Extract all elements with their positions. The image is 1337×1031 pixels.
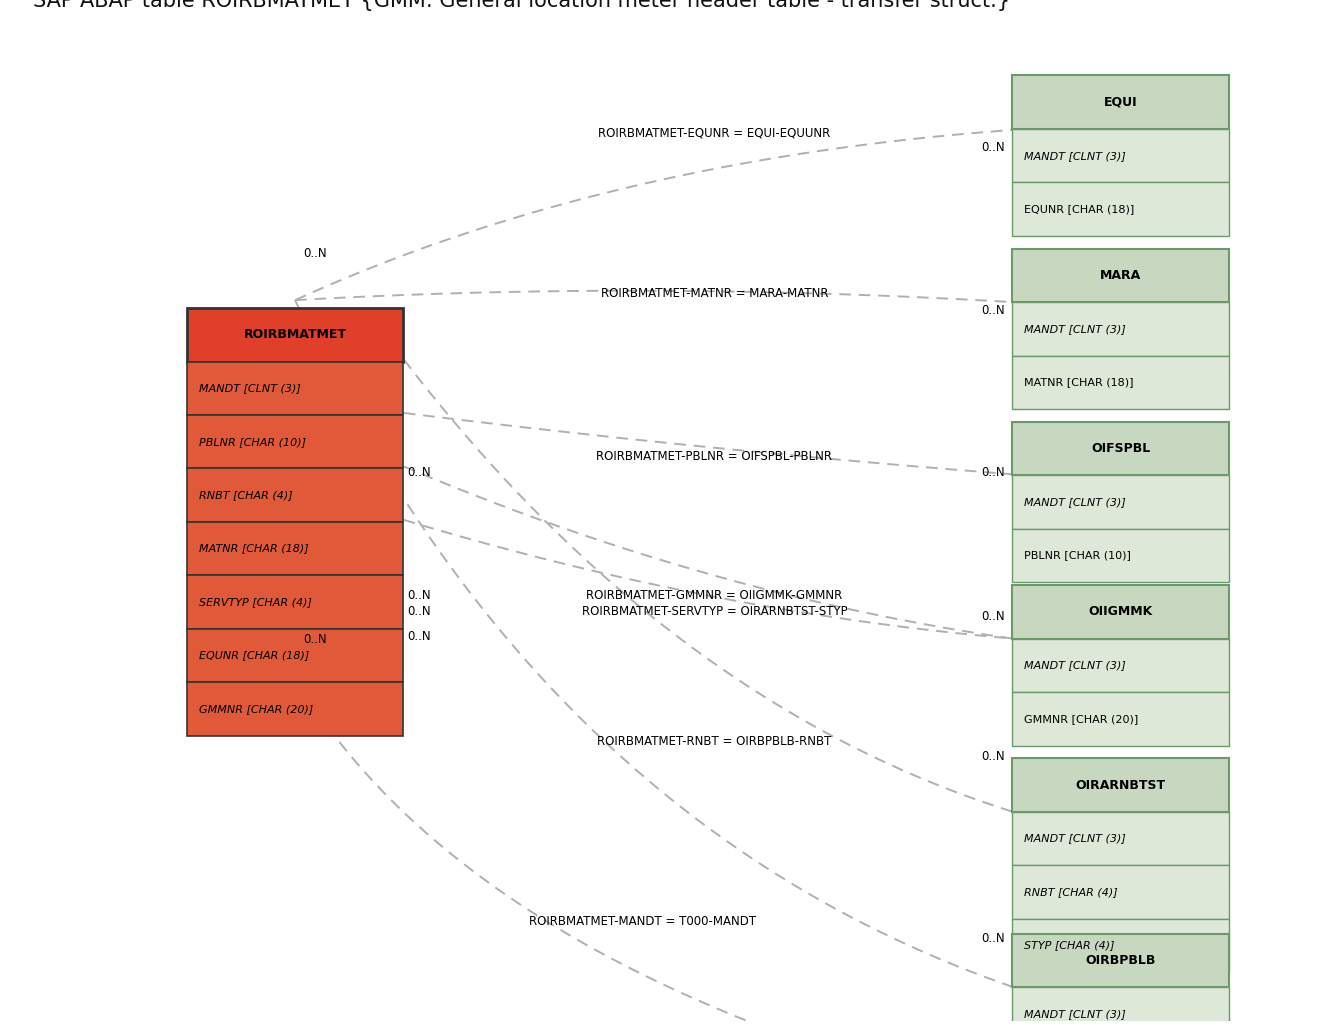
- FancyBboxPatch shape: [187, 414, 404, 468]
- Text: ROIRBMATMET-GMMNR = OIIGMMK-GMMNR: ROIRBMATMET-GMMNR = OIIGMMK-GMMNR: [586, 589, 842, 602]
- Text: 0..N: 0..N: [303, 247, 326, 260]
- FancyBboxPatch shape: [1012, 356, 1229, 409]
- Text: MATNR [CHAR (18)]: MATNR [CHAR (18)]: [199, 543, 309, 554]
- Text: OIIGMMK: OIIGMMK: [1088, 605, 1152, 619]
- Text: EQUI: EQUI: [1104, 96, 1138, 108]
- Text: ROIRBMATMET-EQUNR = EQUI-EQUUNR: ROIRBMATMET-EQUNR = EQUI-EQUUNR: [598, 127, 830, 139]
- Text: OIFSPBL: OIFSPBL: [1091, 442, 1150, 455]
- FancyBboxPatch shape: [1012, 811, 1229, 865]
- Text: MARA: MARA: [1100, 269, 1142, 281]
- FancyBboxPatch shape: [187, 468, 404, 522]
- FancyBboxPatch shape: [187, 308, 404, 362]
- Text: MANDT [CLNT (3)]: MANDT [CLNT (3)]: [1024, 497, 1126, 507]
- Text: 0..N: 0..N: [981, 466, 1005, 478]
- FancyBboxPatch shape: [1012, 919, 1229, 972]
- FancyBboxPatch shape: [1012, 475, 1229, 529]
- Text: ROIRBMATMET-PBLNR = OIFSPBL-PBLNR: ROIRBMATMET-PBLNR = OIFSPBL-PBLNR: [596, 450, 833, 463]
- Text: 0..N: 0..N: [981, 750, 1005, 763]
- Text: MATNR [CHAR (18)]: MATNR [CHAR (18)]: [1024, 377, 1134, 388]
- Text: SAP ABAP table ROIRBMATMET {GMM: General location meter header table - transfer : SAP ABAP table ROIRBMATMET {GMM: General…: [33, 0, 1009, 11]
- FancyBboxPatch shape: [1012, 422, 1229, 475]
- Text: 0..N: 0..N: [981, 303, 1005, 317]
- Text: 0..N: 0..N: [981, 141, 1005, 155]
- Text: OIRARNBTST: OIRARNBTST: [1075, 778, 1166, 792]
- Text: OIRBPBLB: OIRBPBLB: [1086, 954, 1155, 967]
- Text: SERVTYP [CHAR (4)]: SERVTYP [CHAR (4)]: [199, 597, 312, 607]
- FancyBboxPatch shape: [187, 683, 404, 736]
- Text: 0..N: 0..N: [408, 630, 432, 643]
- Text: 0..N: 0..N: [408, 466, 432, 478]
- Text: 0..N: 0..N: [408, 589, 432, 602]
- Text: 0..N: 0..N: [981, 610, 1005, 624]
- Text: 0..N: 0..N: [303, 633, 326, 646]
- FancyBboxPatch shape: [1012, 865, 1229, 919]
- Text: EQUNR [CHAR (18)]: EQUNR [CHAR (18)]: [1024, 204, 1135, 214]
- FancyBboxPatch shape: [187, 629, 404, 683]
- Text: 0..N: 0..N: [981, 932, 1005, 945]
- Text: MANDT [CLNT (3)]: MANDT [CLNT (3)]: [1024, 151, 1126, 161]
- FancyBboxPatch shape: [1012, 182, 1229, 236]
- FancyBboxPatch shape: [1012, 638, 1229, 692]
- Text: GMMNR [CHAR (20)]: GMMNR [CHAR (20)]: [1024, 713, 1139, 724]
- Text: MANDT [CLNT (3)]: MANDT [CLNT (3)]: [1024, 661, 1126, 670]
- Text: RNBT [CHAR (4)]: RNBT [CHAR (4)]: [199, 490, 293, 500]
- Text: ROIRBMATMET-MANDT = T000-MANDT: ROIRBMATMET-MANDT = T000-MANDT: [528, 916, 755, 928]
- Text: MANDT [CLNT (3)]: MANDT [CLNT (3)]: [1024, 1008, 1126, 1019]
- Text: RNBT [CHAR (4)]: RNBT [CHAR (4)]: [1024, 887, 1118, 897]
- FancyBboxPatch shape: [1012, 75, 1229, 129]
- FancyBboxPatch shape: [187, 575, 404, 629]
- Text: MANDT [CLNT (3)]: MANDT [CLNT (3)]: [1024, 324, 1126, 334]
- Text: ROIRBMATMET-RNBT = OIRBPBLB-RNBT: ROIRBMATMET-RNBT = OIRBPBLB-RNBT: [598, 735, 832, 749]
- Text: MANDT [CLNT (3)]: MANDT [CLNT (3)]: [1024, 834, 1126, 843]
- FancyBboxPatch shape: [1012, 302, 1229, 356]
- Text: ROIRBMATMET-MATNR = MARA-MATNR: ROIRBMATMET-MATNR = MARA-MATNR: [600, 287, 828, 300]
- Text: ROIRBMATMET-SERVTYP = OIRARNBTST-STYP: ROIRBMATMET-SERVTYP = OIRARNBTST-STYP: [582, 605, 848, 619]
- FancyBboxPatch shape: [187, 522, 404, 575]
- FancyBboxPatch shape: [1012, 586, 1229, 638]
- FancyBboxPatch shape: [1012, 692, 1229, 745]
- Text: ROIRBMATMET: ROIRBMATMET: [243, 328, 346, 341]
- FancyBboxPatch shape: [1012, 987, 1229, 1031]
- Text: EQUNR [CHAR (18)]: EQUNR [CHAR (18)]: [199, 651, 309, 661]
- FancyBboxPatch shape: [1012, 934, 1229, 987]
- FancyBboxPatch shape: [187, 362, 404, 414]
- FancyBboxPatch shape: [1012, 529, 1229, 583]
- FancyBboxPatch shape: [1012, 759, 1229, 811]
- Text: STYP [CHAR (4)]: STYP [CHAR (4)]: [1024, 940, 1115, 951]
- Text: MANDT [CLNT (3)]: MANDT [CLNT (3)]: [199, 384, 301, 393]
- Text: GMMNR [CHAR (20)]: GMMNR [CHAR (20)]: [199, 704, 313, 713]
- FancyBboxPatch shape: [1012, 129, 1229, 182]
- Text: PBLNR [CHAR (10)]: PBLNR [CHAR (10)]: [199, 437, 306, 446]
- Text: PBLNR [CHAR (10)]: PBLNR [CHAR (10)]: [1024, 551, 1131, 561]
- FancyBboxPatch shape: [1012, 248, 1229, 302]
- Text: 0..N: 0..N: [408, 605, 432, 619]
